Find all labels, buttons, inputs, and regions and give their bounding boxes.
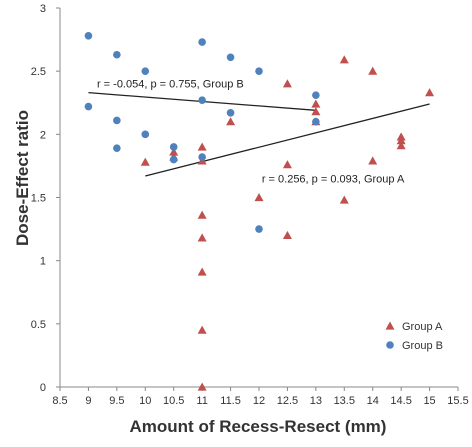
data-points [84,31,435,391]
x-tick-label: 10 [139,395,151,407]
group-b-point [113,144,121,153]
x-tick-label: 15 [423,395,435,407]
trendline-label: r = 0.256, p = 0.093, Group A [262,173,405,185]
group-b-point [312,91,320,99]
group-b-point [141,130,150,139]
y-tick-label: 1.5 [31,193,46,205]
group-a-point [368,66,378,75]
legend-marker-group-a [385,321,395,330]
group-a-point [254,193,264,202]
x-tick-label: 9.5 [109,395,124,407]
group-a-point [197,142,207,151]
x-tick-label: 12.5 [277,395,298,407]
y-axis-title-group: Dose-Effect ratio [13,110,32,246]
group-b-point [113,50,121,59]
group-b-point [84,102,93,111]
group-a-point [282,160,292,169]
group-b-point [255,67,263,75]
group-a-point [226,117,236,126]
group-a-point [339,195,349,204]
x-tick-label: 9 [85,395,91,407]
legend-label: Group B [402,340,443,352]
x-tick-label: 14 [367,395,379,407]
y-tick-label: 2.5 [31,66,46,78]
axis-ticks: 8.5 9 9.5 10 10.5 11 11.5 12 12.5 13 13.5 14 14.5 15 1… [31,3,469,407]
group-b-point [226,53,235,62]
group-b-point [255,225,263,233]
group-a-point [368,156,378,165]
group-a-point [425,88,435,97]
x-tick-label: 8.5 [52,395,67,407]
x-tick-label: 11.5 [220,395,241,407]
group-a-point [311,99,321,108]
x-tick-label: 15.5 [447,395,468,407]
x-tick-label: 14.5 [390,395,411,407]
y-axis-title: Dose-Effect ratio [13,110,32,246]
x-axis-title: Amount of Recess-Resect (mm) [130,417,387,436]
legend-label: Group A [402,321,443,333]
group-a-point [197,267,207,276]
group-a-point [169,147,179,156]
group-b-point [198,38,206,46]
group-a-point [140,157,150,166]
group-a-point [197,382,207,391]
group-b-point [312,117,320,126]
y-tick-label: 2 [40,129,46,141]
group-b-point [141,67,150,75]
group-b-point [113,116,121,125]
group-a-point [339,55,349,64]
x-tick-label: 13 [310,395,322,407]
group-a-point [197,233,207,242]
y-tick-label: 0.5 [31,319,46,331]
group-a-point [282,79,292,88]
trendline-label: r = -0.054, p = 0.755, Group B [97,79,244,91]
x-tick-label: 11 [196,395,207,407]
y-tick-label: 3 [40,3,46,15]
trendlines: r = -0.054, p = 0.755, Group B r = 0.256,… [88,79,430,185]
group-b-point [198,96,206,105]
group-b-point [226,109,235,117]
y-tick-label: 0 [40,382,46,394]
group-a-point [396,141,406,150]
y-tick-label: 1 [40,256,46,268]
x-tick-label: 10.5 [163,395,184,407]
group-a-point [282,230,292,239]
x-tick-label: 13.5 [334,395,355,407]
group-b-point [169,143,178,151]
trendline [145,103,430,177]
legend: Group A Group B [385,321,443,352]
group-b-point [198,153,206,161]
legend-marker-group-b [386,341,394,349]
group-a-point [311,107,321,116]
group-a-point [197,210,207,219]
group-a-point [197,325,207,334]
group-a-point [396,136,406,145]
x-tick-label: 12 [253,395,265,407]
group-b-point [84,31,93,40]
group-b-point [169,155,178,164]
